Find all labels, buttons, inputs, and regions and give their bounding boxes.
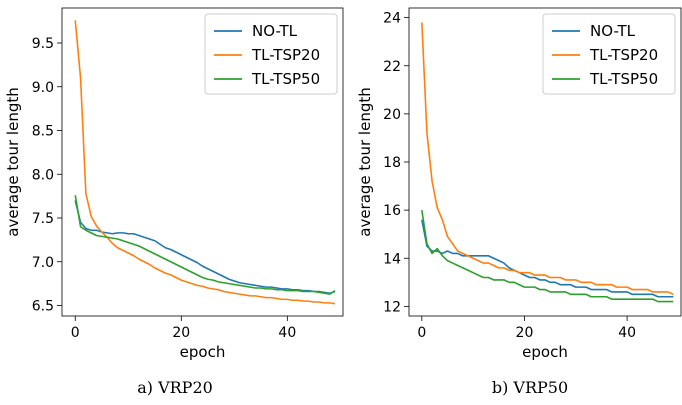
x-tick-label: 0 (71, 325, 80, 341)
series-line-no-tl (74, 200, 336, 295)
legend-entry: TL-TSP50 (251, 70, 320, 88)
y-axis-label: average tour length (4, 87, 22, 237)
y-tick-label: 12 (383, 299, 401, 315)
panel-caption: a) VRP20 (137, 378, 213, 397)
y-tick-label: 22 (383, 59, 401, 75)
series-line-tl-tsp50 (74, 195, 336, 295)
legend-box (204, 13, 338, 95)
y-tick-label: 7.5 (32, 211, 54, 227)
legend-entry: TL-TSP50 (589, 70, 658, 88)
x-axis-label: epoch (522, 343, 568, 361)
x-axis-label: epoch (180, 343, 226, 361)
legend-entry: TL-TSP20 (251, 46, 320, 64)
x-tick-label: 40 (278, 325, 296, 341)
series-line-tl-tsp20 (421, 22, 674, 296)
y-tick-label: 9.0 (32, 80, 54, 96)
x-tick-label: 20 (172, 325, 190, 341)
y-tick-label: 24 (383, 11, 401, 27)
y-tick-label: 6.5 (32, 299, 54, 315)
chart-panel-1: 0 20 40 6.5 7.0 7.5 8.0 8.5 9.0 9.5 epoch average t… (4, 7, 344, 397)
y-tick-label: 14 (383, 251, 401, 267)
y-tick-label: 8.5 (32, 124, 54, 140)
series-line-tl-tsp20 (74, 20, 336, 305)
y-axis-label: average tour length (356, 87, 374, 237)
panel-caption: b) VRP50 (492, 378, 568, 397)
plot-frame (61, 7, 344, 317)
y-tick-label: 9.5 (32, 36, 54, 52)
y-tick-label: 8.0 (32, 167, 54, 183)
y-tick-label: 18 (383, 155, 401, 171)
legend-entry: TL-TSP20 (589, 46, 658, 64)
legend: NO-TL TL-TSP20 TL-TSP50 (204, 13, 338, 95)
y-tick-label: 20 (383, 107, 401, 123)
series-line-tl-tsp50 (421, 210, 674, 303)
legend: NO-TL TL-TSP20 TL-TSP50 (542, 13, 676, 95)
legend-box (542, 13, 676, 95)
legend-entry: NO-TL (252, 22, 298, 40)
y-tick-label: 16 (383, 203, 401, 219)
x-tick-label: 20 (516, 325, 534, 341)
chart-panel-2: 0 20 40 12 14 16 18 20 22 24 epoch average tour len… (356, 7, 682, 397)
x-tick-label: 40 (618, 325, 636, 341)
x-tick-label: 0 (417, 325, 426, 341)
series-line-no-tl (421, 219, 674, 298)
legend-entry: NO-TL (590, 22, 636, 40)
y-tick-label: 7.0 (32, 255, 54, 271)
